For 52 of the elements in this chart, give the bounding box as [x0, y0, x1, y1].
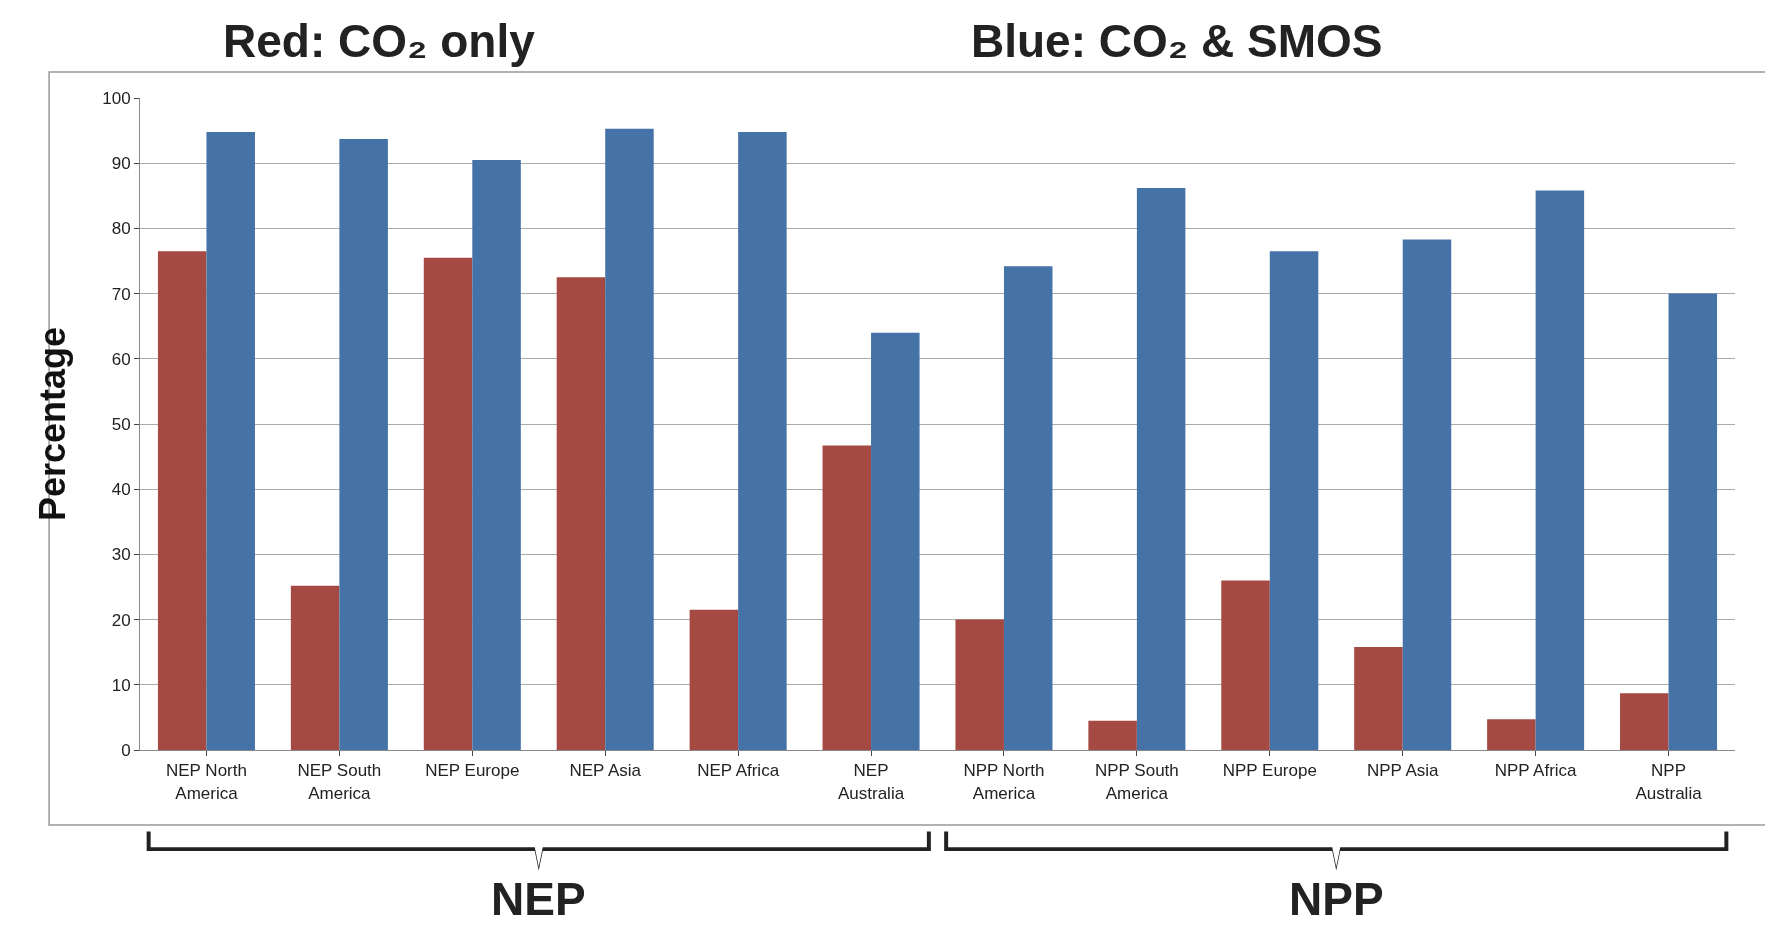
y-tick-label: 90 [111, 154, 131, 174]
y-axis-title: Percentage [32, 326, 74, 522]
y-tick-label: 10 [111, 675, 131, 695]
bar [955, 619, 1004, 750]
x-tick-label: NPP Africa [1494, 761, 1578, 781]
x-tick-label: NEP Africa [697, 761, 780, 781]
x-tick-label: NPP Asia [1366, 761, 1439, 781]
x-tick-label: NEP South America [297, 761, 382, 803]
bar [1269, 251, 1319, 750]
y-tick-label: 0 [121, 740, 131, 760]
text: Blue: CO₂ & SMOS [971, 15, 1383, 67]
bar [423, 257, 473, 750]
bar [871, 332, 920, 750]
y-tick-label: 80 [111, 219, 131, 239]
y-tick-label: 30 [111, 545, 131, 565]
bar [1668, 293, 1718, 750]
bar [1487, 719, 1536, 750]
y-tick-label: 60 [111, 349, 131, 369]
bar [556, 277, 606, 750]
x-tick-label: NEP Australia [837, 761, 905, 803]
bar [822, 445, 872, 750]
bar [1620, 693, 1669, 750]
bar [738, 131, 787, 750]
x-tick-label: NPP North America [963, 761, 1045, 803]
bar [689, 609, 739, 750]
bar [157, 251, 207, 750]
bar [290, 585, 340, 750]
bar [605, 128, 654, 750]
bar [1535, 190, 1585, 750]
x-tick-label: NPP Australia [1635, 761, 1703, 803]
bar [206, 131, 255, 750]
x-tick-label: NPP South America [1094, 761, 1179, 803]
bar [1136, 187, 1186, 750]
y-tick-label: 50 [111, 414, 131, 434]
bar [1402, 239, 1452, 750]
x-tick-label: NEP Asia [569, 761, 642, 781]
text: NPP [1289, 873, 1384, 925]
text: NEP [491, 873, 586, 925]
y-tick-label: 20 [111, 610, 131, 630]
bar [1088, 720, 1137, 750]
text: Red: CO₂ only [223, 15, 536, 67]
bar [339, 139, 388, 750]
bar [1003, 266, 1053, 750]
bar [1354, 646, 1403, 750]
bar [1221, 580, 1270, 750]
y-tick-label: 70 [111, 284, 131, 304]
bar [472, 159, 521, 750]
y-tick-label: 100 [102, 88, 131, 108]
x-tick-label: NPP Europe [1222, 761, 1317, 781]
y-tick-label: 40 [111, 480, 131, 500]
x-tick-label: NEP North America [165, 761, 247, 803]
x-tick-label: NEP Europe [425, 761, 520, 781]
